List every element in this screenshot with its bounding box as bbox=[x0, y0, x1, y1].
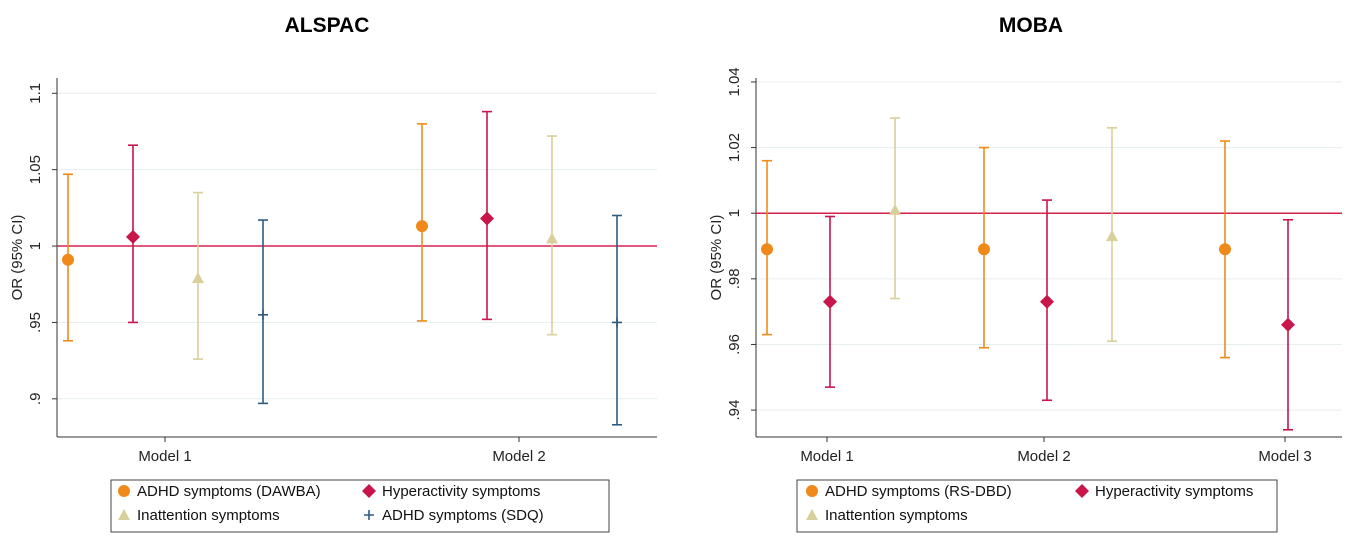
y-axis-label: OR (95% CI) bbox=[9, 215, 26, 301]
x-tick-label: Model 2 bbox=[1017, 448, 1070, 465]
y-axis-label: OR (95% CI) bbox=[708, 215, 725, 301]
point-estimate bbox=[1106, 230, 1118, 242]
x-tick-label: Model 3 bbox=[1258, 448, 1311, 465]
chart-title: MOBA bbox=[999, 14, 1063, 37]
legend-marker bbox=[1075, 484, 1089, 498]
y-tick-label: 1.04 bbox=[726, 67, 743, 96]
y-tick-label: 1.1 bbox=[27, 83, 44, 104]
point-estimate bbox=[612, 317, 622, 328]
legend-label: ADHD symptoms (SDQ) bbox=[382, 507, 544, 524]
y-tick-label: .96 bbox=[726, 334, 743, 355]
y-tick-label: 1.05 bbox=[27, 155, 44, 184]
point-estimate bbox=[889, 203, 901, 215]
point-estimate bbox=[1281, 317, 1295, 332]
y-tick-label: .9 bbox=[27, 393, 44, 406]
x-tick-label: Model 1 bbox=[138, 448, 191, 465]
legend-label: Hyperactivity symptoms bbox=[382, 483, 540, 500]
legend-label: Inattention symptoms bbox=[825, 507, 968, 524]
y-tick-label: 1 bbox=[27, 242, 44, 250]
point-estimate bbox=[480, 211, 494, 226]
point-estimate bbox=[192, 272, 204, 284]
y-tick-label: 1.02 bbox=[726, 133, 743, 162]
y-tick-label: .95 bbox=[27, 312, 44, 333]
point-estimate bbox=[62, 253, 74, 266]
point-estimate bbox=[546, 232, 558, 244]
point-estimate bbox=[823, 294, 837, 309]
point-estimate bbox=[416, 220, 428, 233]
point-estimate bbox=[761, 243, 773, 256]
legend-marker bbox=[118, 485, 130, 497]
y-tick-label: .94 bbox=[726, 400, 743, 421]
chart-title: ALSPAC bbox=[285, 14, 370, 37]
x-tick-label: Model 2 bbox=[492, 448, 545, 465]
legend-box bbox=[796, 479, 1278, 533]
legend-marker bbox=[118, 509, 130, 520]
legend-label: ADHD symptoms (DAWBA) bbox=[137, 483, 321, 500]
point-estimate bbox=[258, 309, 268, 320]
y-tick-label: 1 bbox=[726, 209, 743, 217]
legend-label: Hyperactivity symptoms bbox=[1095, 483, 1253, 500]
point-estimate bbox=[126, 229, 140, 244]
point-estimate bbox=[978, 243, 990, 256]
legend-marker bbox=[362, 484, 376, 498]
y-tick-label: .98 bbox=[726, 268, 743, 289]
legend-label: ADHD symptoms (RS-DBD) bbox=[825, 483, 1012, 500]
legend-marker bbox=[806, 509, 818, 520]
x-tick-label: Model 1 bbox=[800, 448, 853, 465]
legend-marker bbox=[364, 510, 374, 520]
legend-label: Inattention symptoms bbox=[137, 507, 280, 524]
legend-marker bbox=[806, 485, 818, 497]
legend-box bbox=[110, 479, 610, 533]
point-estimate bbox=[1040, 294, 1054, 309]
point-estimate bbox=[1219, 243, 1231, 256]
